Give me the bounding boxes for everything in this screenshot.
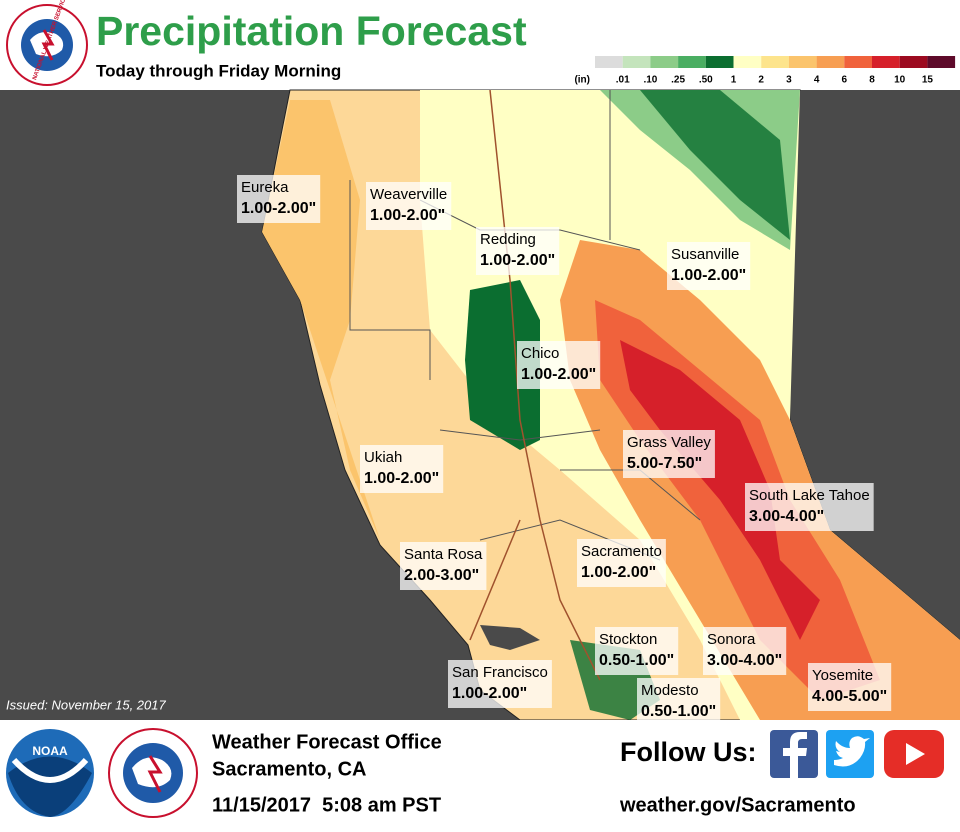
facebook-icon[interactable] bbox=[770, 730, 818, 778]
timestamp: 11/15/2017 5:08 am PST bbox=[212, 794, 441, 816]
header-bg bbox=[0, 0, 960, 90]
legend-swatch bbox=[899, 56, 928, 68]
city-name: San Francisco bbox=[452, 664, 548, 681]
city-label-box bbox=[808, 663, 892, 711]
legend-label: 6 bbox=[842, 75, 848, 86]
city-range: 3.00-4.00" bbox=[749, 508, 824, 525]
legend-label: 2 bbox=[758, 75, 764, 86]
city-range: 5.00-7.50" bbox=[627, 455, 702, 472]
city-range: 1.00-2.00" bbox=[671, 267, 746, 284]
city-range: 1.00-2.00" bbox=[581, 564, 656, 581]
city-range: 1.00-2.00" bbox=[521, 366, 596, 383]
legend-swatch bbox=[872, 56, 900, 68]
twitter-icon[interactable] bbox=[826, 730, 874, 778]
legend-unit: (in) bbox=[574, 75, 590, 86]
youtube-icon[interactable] bbox=[884, 730, 944, 778]
city-name: Ukiah bbox=[364, 449, 402, 466]
city-label-box bbox=[400, 542, 487, 590]
city-label-box bbox=[517, 341, 601, 389]
nws-logo-footer bbox=[108, 728, 198, 818]
legend-label: 15 bbox=[922, 75, 934, 86]
legend-swatch bbox=[733, 56, 762, 68]
city-name: Sonora bbox=[707, 631, 756, 648]
legend-label: 8 bbox=[869, 75, 875, 86]
issued-date: Issued: November 15, 2017 bbox=[6, 697, 166, 712]
noaa-logo bbox=[6, 729, 94, 817]
city-label-box bbox=[360, 445, 444, 493]
city-range: 1.00-2.00" bbox=[364, 470, 439, 487]
nws-logo bbox=[6, 4, 88, 86]
city-label-box bbox=[703, 627, 787, 675]
city-name: Modesto bbox=[641, 682, 699, 699]
legend-swatch bbox=[816, 56, 845, 68]
legend-swatch bbox=[622, 56, 651, 68]
legend-label: 10 bbox=[894, 75, 906, 86]
city-name: South Lake Tahoe bbox=[749, 487, 870, 504]
legend: (in) .01 .10 .25 .50 1 2 3 4 6 8 10 15 bbox=[574, 56, 956, 86]
office-location: Sacramento, CA bbox=[212, 758, 367, 780]
legend-swatch bbox=[705, 56, 734, 68]
city-range: 4.00-5.00" bbox=[812, 688, 887, 705]
legend-swatch bbox=[761, 56, 789, 68]
legend-label: 1 bbox=[731, 75, 737, 86]
legend-swatch bbox=[678, 56, 706, 68]
website-url[interactable]: weather.gov/Sacramento bbox=[619, 794, 856, 816]
city-range: 3.00-4.00" bbox=[707, 652, 782, 669]
city-range: 0.50-1.00" bbox=[599, 652, 674, 669]
noaa-text: NOAA bbox=[32, 744, 68, 758]
city-label-box bbox=[448, 660, 552, 708]
legend-swatch bbox=[927, 56, 956, 68]
city-label-box bbox=[637, 678, 721, 726]
city-name: Weaverville bbox=[370, 186, 447, 203]
city-name: Santa Rosa bbox=[404, 546, 483, 563]
city-label-box bbox=[667, 242, 751, 290]
city-range: 1.00-2.00" bbox=[480, 252, 555, 269]
office-name: Weather Forecast Office bbox=[212, 731, 442, 753]
city-label-box bbox=[745, 483, 874, 531]
city-range: 1.00-2.00" bbox=[452, 685, 527, 702]
city-label-box bbox=[595, 627, 679, 675]
city-name: Eureka bbox=[241, 179, 289, 196]
title: Precipitation Forecast bbox=[96, 8, 527, 54]
city-label-box bbox=[237, 175, 321, 223]
city-label-box bbox=[366, 182, 452, 230]
city-range: 2.00-3.00" bbox=[404, 567, 479, 584]
city-name: Susanville bbox=[671, 246, 739, 263]
legend-label: 3 bbox=[786, 75, 792, 86]
legend-label: .50 bbox=[699, 75, 713, 86]
legend-label: 4 bbox=[814, 75, 820, 86]
legend-swatch bbox=[595, 56, 623, 68]
follow-us: Follow Us: bbox=[620, 737, 757, 767]
city-name: Yosemite bbox=[812, 667, 873, 684]
legend-swatch bbox=[650, 56, 679, 68]
city-labels: Eureka 1.00-2.00" Weaverville 1.00-2.00" Red… bbox=[237, 175, 892, 726]
subtitle: Today through Friday Morning bbox=[96, 61, 341, 80]
legend-label: .10 bbox=[643, 75, 657, 86]
city-label-box bbox=[623, 430, 715, 478]
city-range: 1.00-2.00" bbox=[370, 207, 445, 224]
city-name: Grass Valley bbox=[627, 434, 711, 451]
city-name: Redding bbox=[480, 231, 536, 248]
legend-swatch bbox=[844, 56, 872, 68]
city-name: Stockton bbox=[599, 631, 657, 648]
legend-swatch bbox=[788, 56, 817, 68]
map bbox=[0, 89, 960, 721]
legend-label: .25 bbox=[671, 75, 685, 86]
city-label-box bbox=[577, 539, 666, 587]
city-range: 1.00-2.00" bbox=[241, 200, 316, 217]
legend-label: .01 bbox=[616, 75, 630, 86]
city-range: 0.50-1.00" bbox=[641, 703, 716, 720]
city-name: Chico bbox=[521, 345, 559, 362]
city-name: Sacramento bbox=[581, 543, 662, 560]
city-label-box bbox=[476, 227, 560, 275]
